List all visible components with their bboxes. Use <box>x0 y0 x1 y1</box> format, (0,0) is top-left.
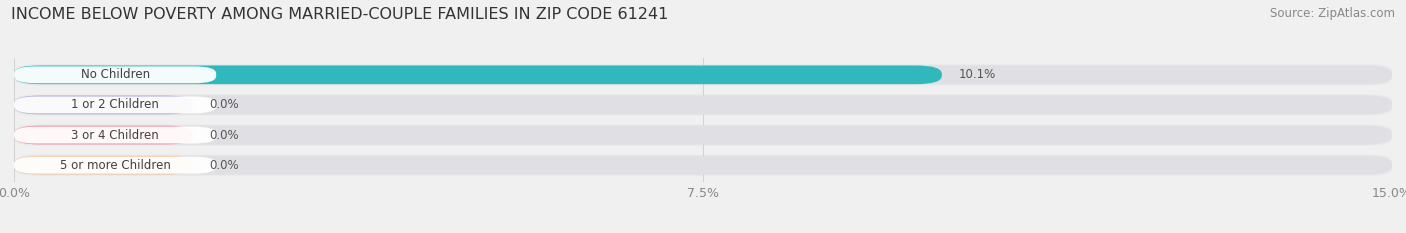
Text: Source: ZipAtlas.com: Source: ZipAtlas.com <box>1270 7 1395 20</box>
Text: 0.0%: 0.0% <box>209 159 239 172</box>
Text: 0.0%: 0.0% <box>209 129 239 142</box>
FancyBboxPatch shape <box>14 124 1392 146</box>
Text: 1 or 2 Children: 1 or 2 Children <box>72 98 159 111</box>
Text: 10.1%: 10.1% <box>959 68 995 81</box>
Text: No Children: No Children <box>80 68 149 81</box>
FancyBboxPatch shape <box>14 96 193 114</box>
FancyBboxPatch shape <box>14 156 193 175</box>
FancyBboxPatch shape <box>14 94 1392 116</box>
FancyBboxPatch shape <box>14 65 942 84</box>
FancyBboxPatch shape <box>14 66 217 83</box>
FancyBboxPatch shape <box>14 156 1392 175</box>
Text: 5 or more Children: 5 or more Children <box>59 159 170 172</box>
FancyBboxPatch shape <box>14 96 217 113</box>
FancyBboxPatch shape <box>14 157 217 174</box>
FancyBboxPatch shape <box>14 127 217 144</box>
FancyBboxPatch shape <box>14 155 1392 176</box>
FancyBboxPatch shape <box>14 126 1392 144</box>
FancyBboxPatch shape <box>14 65 1392 84</box>
Text: 3 or 4 Children: 3 or 4 Children <box>72 129 159 142</box>
Text: INCOME BELOW POVERTY AMONG MARRIED-COUPLE FAMILIES IN ZIP CODE 61241: INCOME BELOW POVERTY AMONG MARRIED-COUPL… <box>11 7 669 22</box>
Text: 0.0%: 0.0% <box>209 98 239 111</box>
FancyBboxPatch shape <box>14 64 1392 85</box>
FancyBboxPatch shape <box>14 126 193 144</box>
FancyBboxPatch shape <box>14 96 1392 114</box>
